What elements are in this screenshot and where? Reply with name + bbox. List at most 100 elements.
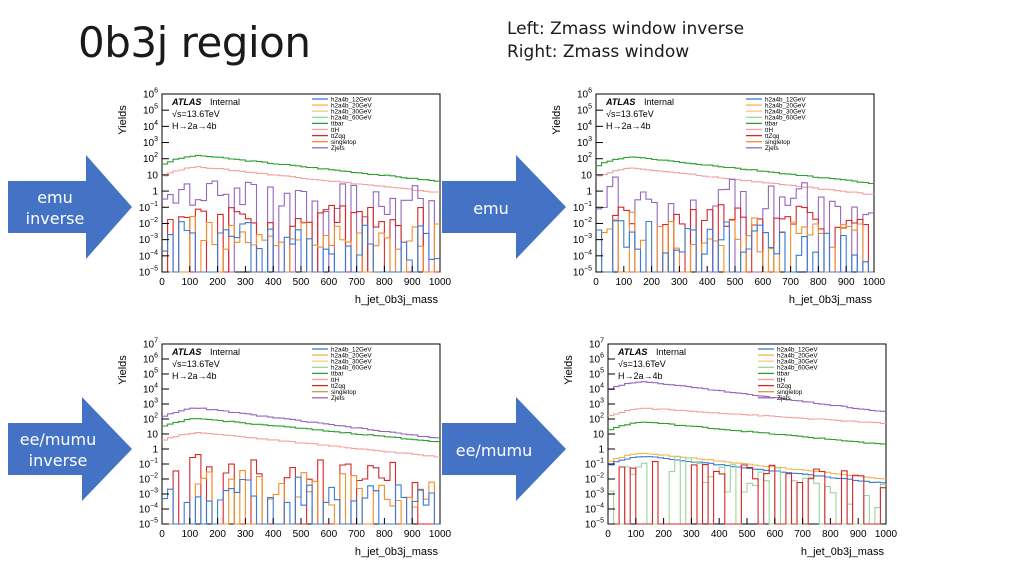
series-ttbar [162, 418, 440, 443]
legend-label: Zjets [331, 395, 345, 402]
legend-label: h2a4b_30GeV [765, 109, 806, 116]
atlas-label: ATLAS [171, 347, 201, 357]
series-ttH [608, 407, 886, 425]
x-tick-label: 0 [593, 277, 599, 288]
y-tick-label: 102 [589, 413, 604, 426]
y-tick-label: 10−2 [139, 473, 158, 486]
process-label: H→2a→4b [606, 121, 651, 131]
arrow-eemumu-inverse [8, 397, 132, 501]
x-tick-label: 200 [209, 277, 226, 288]
legend-label: h2a4b_60GeV [331, 115, 372, 122]
process-label: H→2a→4b [172, 371, 217, 381]
y-tick-label: 106 [589, 353, 604, 366]
x-tick-label: 500 [293, 277, 310, 288]
y-axis-label: Yields [117, 355, 129, 385]
y-axis-label: Yields [117, 105, 129, 135]
x-tick-label: 300 [237, 529, 254, 540]
y-tick-label: 107 [589, 338, 604, 351]
chart-eemumu-inverse: 0 100 200 300 400 500 600 700 800 900 1000 107 106 10… [117, 338, 452, 559]
y-tick-label: 10 [147, 430, 159, 441]
y-tick-label: 1 [586, 187, 592, 198]
legend-label: Zjets [765, 145, 779, 152]
x-tick-label: 700 [348, 277, 365, 288]
atlas-label: ATLAS [617, 347, 647, 357]
y-tick-label: 103 [143, 136, 158, 149]
energy-label: √s=13.6TeV [606, 109, 654, 119]
series-ttbar [162, 154, 440, 182]
legend-label: ttbar [331, 371, 344, 378]
process-label: H→2a→4b [172, 121, 217, 131]
y-tick-label: 1 [152, 445, 158, 456]
legend-label: ttH [765, 127, 773, 134]
y-tick-label: 106 [577, 88, 592, 101]
legend-label: ttZqq [777, 383, 792, 390]
legend-label: h2a4b_12GeV [331, 346, 372, 353]
y-tick-label: 105 [589, 368, 604, 381]
y-tick-label: 106 [143, 88, 158, 101]
x-tick-label: 200 [643, 277, 660, 288]
legend-label: Zjets [331, 145, 345, 152]
y-tick-label: 10−5 [585, 518, 604, 531]
y-tick-label: 10−3 [139, 233, 158, 246]
legend-label: h2a4b_60GeV [765, 115, 806, 122]
y-tick-label: 10 [581, 170, 593, 181]
y-tick-label: 104 [143, 383, 158, 396]
atlas-tag: Internal [210, 347, 240, 357]
series-h2a4b_12GeV [162, 476, 440, 525]
y-tick-label: 10−1 [139, 458, 158, 471]
x-tick-label: 0 [159, 277, 165, 288]
region-note: Left: Zmass window inverse Right: Zmass … [507, 18, 744, 64]
y-axis-label: Yields [551, 105, 563, 135]
x-tick-label: 1000 [875, 529, 898, 540]
legend-label: h2a4b_20GeV [777, 352, 818, 359]
legend-label: h2a4b_12GeV [777, 346, 818, 353]
x-tick-label: 800 [810, 277, 827, 288]
x-tick-label: 800 [822, 529, 839, 540]
y-tick-label: 10−2 [139, 217, 158, 230]
x-tick-label: 400 [711, 529, 728, 540]
y-tick-label: 10−5 [139, 266, 158, 279]
x-tick-label: 900 [850, 529, 867, 540]
legend-label: singletop [765, 139, 791, 146]
x-tick-label: 100 [181, 529, 198, 540]
x-tick-label: 900 [838, 277, 855, 288]
plot-frame [607, 343, 887, 525]
x-tick-label: 800 [376, 277, 393, 288]
page-title: 0b3j region [78, 18, 311, 67]
legend-label: h2a4b_30GeV [777, 359, 818, 366]
legend-label: h2a4b_12GeV [765, 96, 806, 103]
legend-label: h2a4b_30GeV [331, 109, 372, 116]
chart-emu: 0 100 200 300 400 500 600 700 800 900 1000 106 105 10… [551, 88, 886, 307]
x-tick-label: 700 [794, 529, 811, 540]
y-tick-label: 1 [598, 445, 604, 456]
y-tick-label: 107 [143, 338, 158, 351]
y-tick-label: 10−3 [585, 488, 604, 501]
process-label: H→2a→4b [618, 371, 663, 381]
x-tick-label: 400 [265, 529, 282, 540]
note-left: Left: Zmass window inverse [507, 19, 745, 39]
legend-label: h2a4b_20GeV [765, 102, 806, 109]
legend-label: h2a4b_60GeV [331, 365, 372, 372]
legend-label: ttbar [765, 121, 778, 128]
arrow-label-emu-inverse: emu inverse [25, 188, 85, 228]
chart-emu-inverse: 0 100 200 300 400 500 600 700 800 900 1000 106 105 10… [117, 88, 452, 307]
note-right: Right: Zmass window [507, 42, 690, 62]
y-tick-label: 102 [143, 152, 158, 165]
legend-label: ttZqq [331, 383, 346, 390]
y-tick-label: 103 [589, 398, 604, 411]
x-tick-label: 1000 [429, 277, 452, 288]
x-tick-label: 800 [376, 529, 393, 540]
y-tick-label: 10 [593, 430, 605, 441]
series-ttH [162, 166, 440, 193]
arrow-label-eemumu: ee/mumu [455, 441, 533, 460]
legend-label: ttH [331, 127, 339, 134]
series-ttbar [608, 421, 886, 445]
x-tick-label: 600 [320, 277, 337, 288]
x-axis-label: h_jet_0b3j_mass [801, 546, 885, 558]
x-tick-label: 400 [699, 277, 716, 288]
y-tick-label: 104 [143, 120, 158, 133]
atlas-label: ATLAS [171, 97, 201, 107]
legend-label: ttH [331, 377, 339, 384]
atlas-tag: Internal [656, 347, 686, 357]
y-tick-label: 103 [577, 136, 592, 149]
